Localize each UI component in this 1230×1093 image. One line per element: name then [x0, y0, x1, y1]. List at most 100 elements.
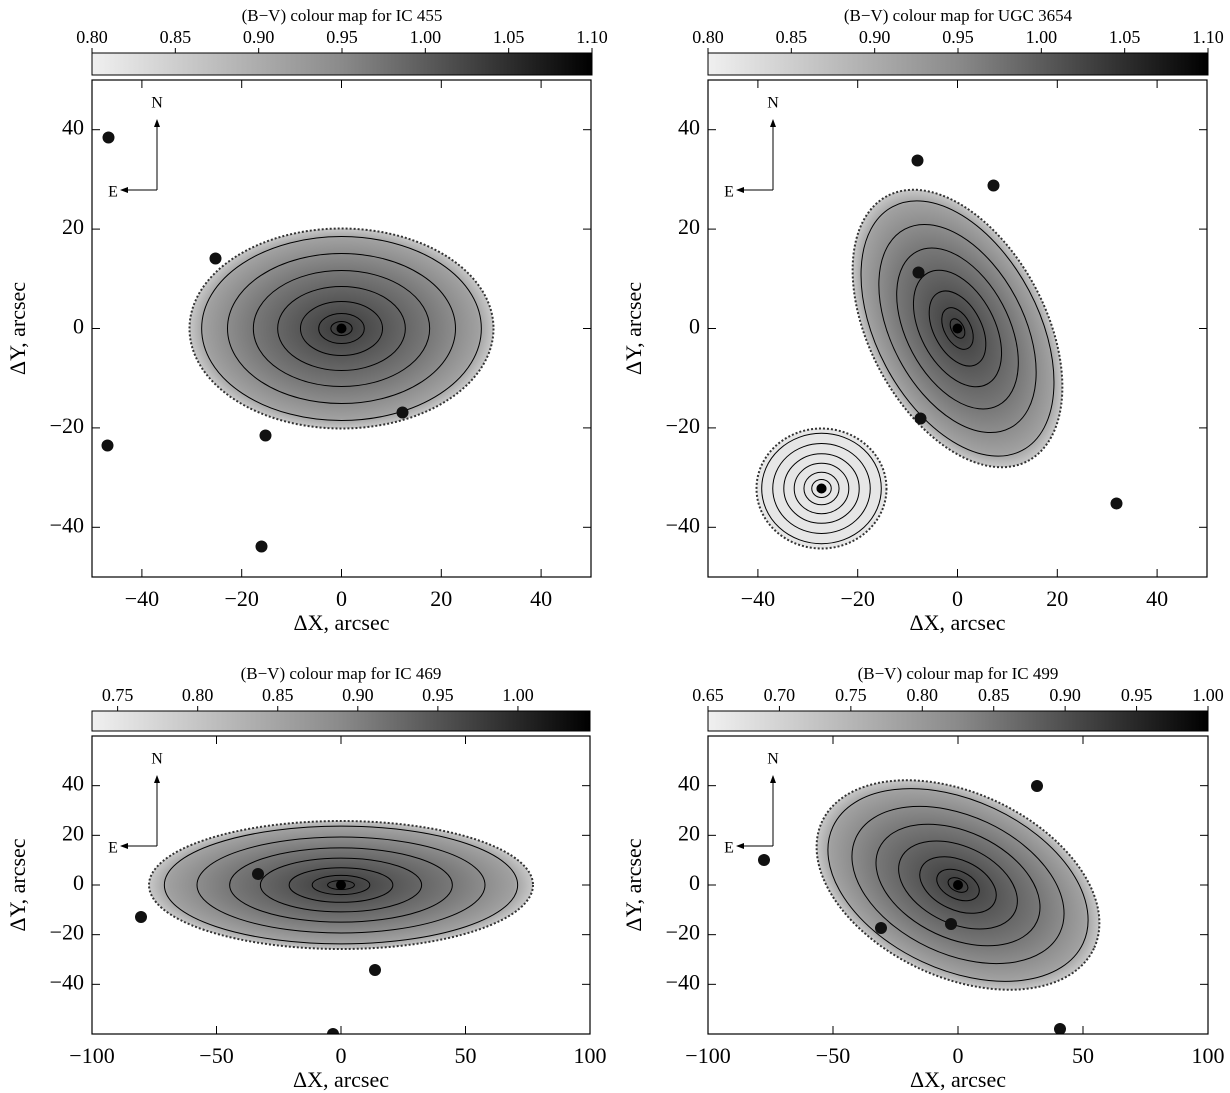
colorbar-tick-label: 0.75: [102, 685, 134, 705]
isophote: [761, 432, 882, 545]
colour-map-image: [758, 779, 1101, 1034]
y-tick-label: 20: [62, 214, 84, 239]
y-tick-label: −20: [50, 920, 84, 945]
isophote: [318, 313, 365, 344]
y-tick-label: −20: [50, 413, 84, 438]
isophote: [252, 270, 431, 387]
star: [914, 412, 927, 425]
x-tick-label: −20: [840, 586, 874, 611]
nucleus: [952, 323, 963, 334]
y-axis-label: ΔY, arcsec: [5, 282, 30, 375]
x-axis-label: ΔX, arcsec: [910, 1067, 1006, 1092]
isophote: [875, 823, 1041, 947]
colorbar-tick-label: 0.90: [243, 27, 275, 47]
star: [327, 1028, 339, 1034]
colour-map-image: [101, 131, 495, 553]
y-tick-label: 40: [62, 115, 84, 140]
x-tick-label: −100: [69, 1043, 114, 1068]
colorbar-tick-label: 0.80: [692, 27, 724, 47]
north-label: N: [151, 751, 163, 768]
star: [259, 429, 272, 442]
nucleus: [336, 323, 347, 334]
star: [102, 131, 115, 144]
x-tick-label: 40: [1146, 586, 1168, 611]
north-label: N: [767, 95, 779, 112]
isophote: [949, 318, 966, 339]
panel: (B−V) colour map for IC 499 0.65 0.70 0.75 0…: [621, 664, 1224, 1092]
isophote: [947, 877, 969, 893]
y-tick-label: 40: [678, 771, 700, 796]
colorbar-tick-label: 0.90: [859, 27, 891, 47]
colour-map-image: [755, 154, 1123, 550]
panel-title: (B−V) colour map for UGC 3654: [844, 6, 1073, 25]
isophote: [928, 290, 987, 367]
colorbar-tick-label: 1.00: [1026, 27, 1058, 47]
panel-title: (B−V) colour map for IC 455: [242, 6, 443, 25]
colorbar-tick-label: 1.10: [576, 27, 608, 47]
isophote: [803, 471, 840, 506]
star: [875, 922, 887, 934]
colorbar-tick-label: 0.90: [342, 685, 374, 705]
panel: (B−V) colour map for IC 469 0.75 0.80 0.85 0…: [5, 664, 606, 1092]
isophote: [896, 247, 1019, 410]
colorbar-tick-label: 1.00: [410, 27, 442, 47]
colorbar-tick-label: 1.10: [1192, 27, 1224, 47]
y-tick-label: 0: [73, 870, 84, 895]
y-tick-label: −20: [666, 413, 700, 438]
isophote: [288, 867, 394, 903]
isophote: [277, 286, 406, 371]
isophote: [299, 301, 384, 356]
x-tick-label: 50: [455, 1043, 477, 1068]
isophote: [229, 847, 453, 923]
x-tick-label: 20: [1046, 586, 1068, 611]
y-tick-label: −20: [666, 920, 700, 945]
colorbar-tick-label: 0.85: [776, 27, 808, 47]
star: [912, 266, 925, 279]
isophote: [227, 253, 456, 404]
star: [135, 911, 147, 923]
colorbar: [707, 52, 1209, 76]
panel-title: (B−V) colour map for IC 499: [858, 664, 1059, 683]
colorbar: [91, 52, 593, 76]
star: [369, 964, 381, 976]
colorbar: [91, 710, 591, 732]
isophote: [259, 857, 423, 913]
star: [209, 252, 222, 265]
y-tick-label: 20: [678, 820, 700, 845]
x-axis-label: ΔX, arcsec: [294, 610, 390, 635]
colorbar-tick-label: 1.05: [1109, 27, 1141, 47]
colorbar-tick-label: 0.70: [764, 685, 796, 705]
colorbar-tick-label: 0.75: [835, 685, 867, 705]
isophote: [941, 307, 974, 350]
x-tick-label: 0: [336, 1043, 347, 1068]
isophote: [163, 825, 519, 945]
isophote: [851, 805, 1065, 965]
isophote: [898, 840, 1018, 930]
east-label: E: [108, 184, 118, 201]
isophote: [330, 321, 353, 336]
x-tick-label: 0: [952, 586, 963, 611]
colorbar-tick-label: 1.00: [502, 685, 534, 705]
isophote: [783, 453, 860, 524]
panel: (B−V) colour map for UGC 3654 0.80 0.85 0.9…: [621, 6, 1224, 635]
y-tick-label: 20: [62, 820, 84, 845]
star: [987, 179, 1000, 192]
isophote: [196, 836, 486, 934]
y-tick-label: 0: [689, 870, 700, 895]
isophote: [912, 269, 1003, 388]
east-label: E: [108, 840, 118, 857]
y-axis-label: ΔY, arcsec: [621, 282, 646, 375]
colorbar: [707, 710, 1209, 732]
east-label: E: [724, 840, 734, 857]
y-axis-label: ΔY, arcsec: [5, 838, 30, 931]
x-tick-label: 20: [430, 586, 452, 611]
y-tick-label: −40: [666, 512, 700, 537]
colorbar-tick-label: 0.80: [182, 685, 214, 705]
y-tick-label: 0: [73, 314, 84, 339]
y-tick-label: −40: [666, 969, 700, 994]
star: [255, 540, 268, 553]
x-tick-label: −40: [741, 586, 775, 611]
star: [758, 854, 770, 866]
isophote: [311, 874, 371, 896]
